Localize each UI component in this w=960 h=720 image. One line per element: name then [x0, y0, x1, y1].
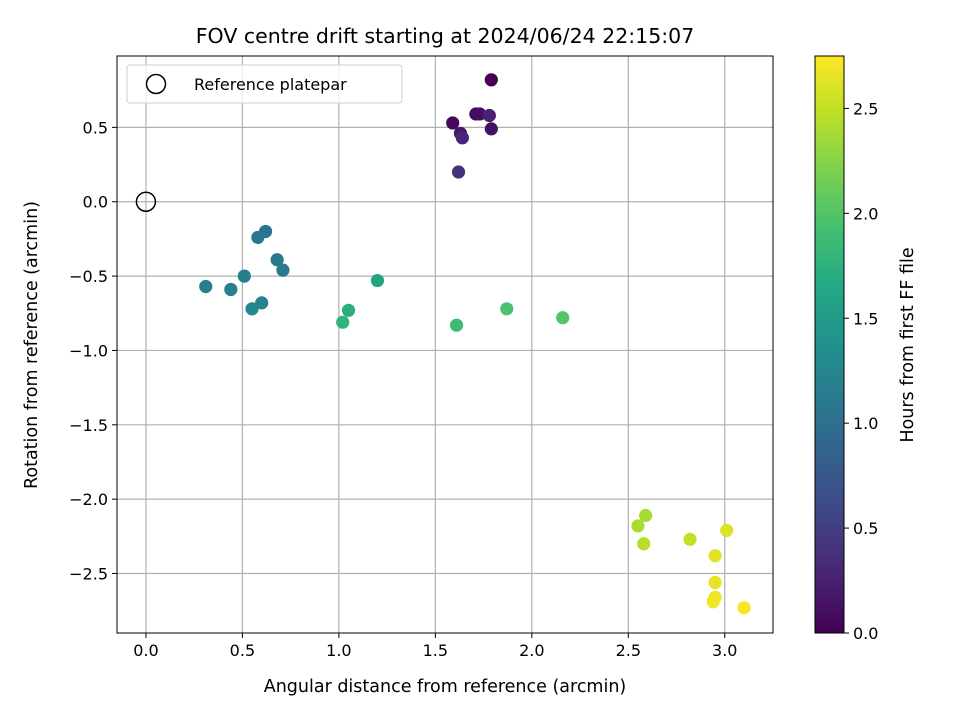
legend-box [126, 64, 403, 104]
data-point [449, 318, 464, 332]
data-point [708, 549, 722, 563]
x-tick-label: 1.5 [423, 641, 448, 660]
data-point [500, 302, 514, 316]
data-point [455, 131, 469, 145]
colorbar-tick-label: 1.5 [853, 309, 878, 328]
data-point [451, 165, 466, 179]
y-tick-label: −2.0 [69, 490, 108, 509]
x-tick-label: 1.0 [326, 641, 351, 660]
y-tick-label: 0.0 [83, 193, 108, 212]
colorbar-tick-label: 0.0 [853, 624, 878, 643]
data-point [683, 532, 697, 546]
chart-title: FOV centre drift starting at 2024/06/24 … [196, 24, 695, 48]
data-point [720, 523, 734, 537]
data-point [706, 595, 720, 609]
y-axis-label: Rotation from reference (arcmin) [22, 201, 42, 489]
data-point [199, 279, 213, 294]
colorbar-ticks: 0.0 0.5 1.0 1.5 2.0 2.5 [844, 99, 878, 643]
data-point [484, 122, 498, 136]
data-point [708, 575, 722, 590]
data-point [255, 296, 269, 310]
data-point [473, 107, 487, 121]
colorbar-tick-label: 2.5 [853, 99, 878, 118]
data-point [370, 273, 385, 288]
legend-marker-reference [145, 73, 167, 95]
grid-lines [117, 56, 773, 633]
plot-frame [116, 55, 774, 634]
data-point [637, 537, 651, 551]
data-point [237, 269, 251, 283]
x-tick-label: 0.5 [230, 641, 255, 660]
x-tick-label: 2.5 [616, 641, 641, 660]
data-point [482, 108, 496, 123]
y-tick-label: −1.5 [69, 416, 108, 435]
data-point [631, 519, 645, 533]
data-point [270, 253, 284, 267]
y-tick-label: −2.5 [69, 565, 108, 584]
y-tick-label: 0.5 [83, 118, 108, 137]
colorbar-tick-label: 0.5 [853, 519, 878, 538]
data-point [251, 230, 265, 245]
data-point [737, 601, 751, 615]
x-tick-label: 2.0 [519, 641, 544, 660]
y-tick-label: −0.5 [69, 267, 108, 286]
legend-label-reference: Reference platepar [194, 75, 347, 94]
colorbar: 0.0 0.5 1.0 1.5 2.0 2.5 Hours from first FF f… [814, 55, 918, 643]
legend: Reference platepar [126, 64, 403, 104]
data-point [484, 73, 498, 87]
data-point [639, 508, 653, 523]
y-tick-label: −1.0 [69, 341, 108, 360]
data-point [556, 311, 570, 325]
x-axis-label: Angular distance from reference (arcmin) [264, 677, 627, 697]
data-point [446, 116, 460, 130]
data-point [224, 282, 238, 297]
data-points [135, 73, 751, 615]
x-tick-label: 0.0 [133, 641, 158, 660]
colorbar-gradient [814, 55, 845, 634]
colorbar-tick-label: 1.0 [853, 414, 878, 433]
colorbar-label: Hours from first FF file [898, 247, 918, 442]
x-tick-label: 3.0 [712, 641, 737, 660]
colorbar-tick-label: 2.0 [853, 204, 878, 223]
data-point [276, 263, 290, 277]
axis-ticks: 0.0 0.5 1.0 1.5 2.0 2.5 3.0 0.5 0.0 −0.5 −1.0 −1.5 −… [69, 118, 737, 660]
reference-point-marker [135, 191, 157, 212]
data-point [341, 303, 356, 317]
data-point [245, 302, 259, 316]
data-point [336, 315, 350, 329]
